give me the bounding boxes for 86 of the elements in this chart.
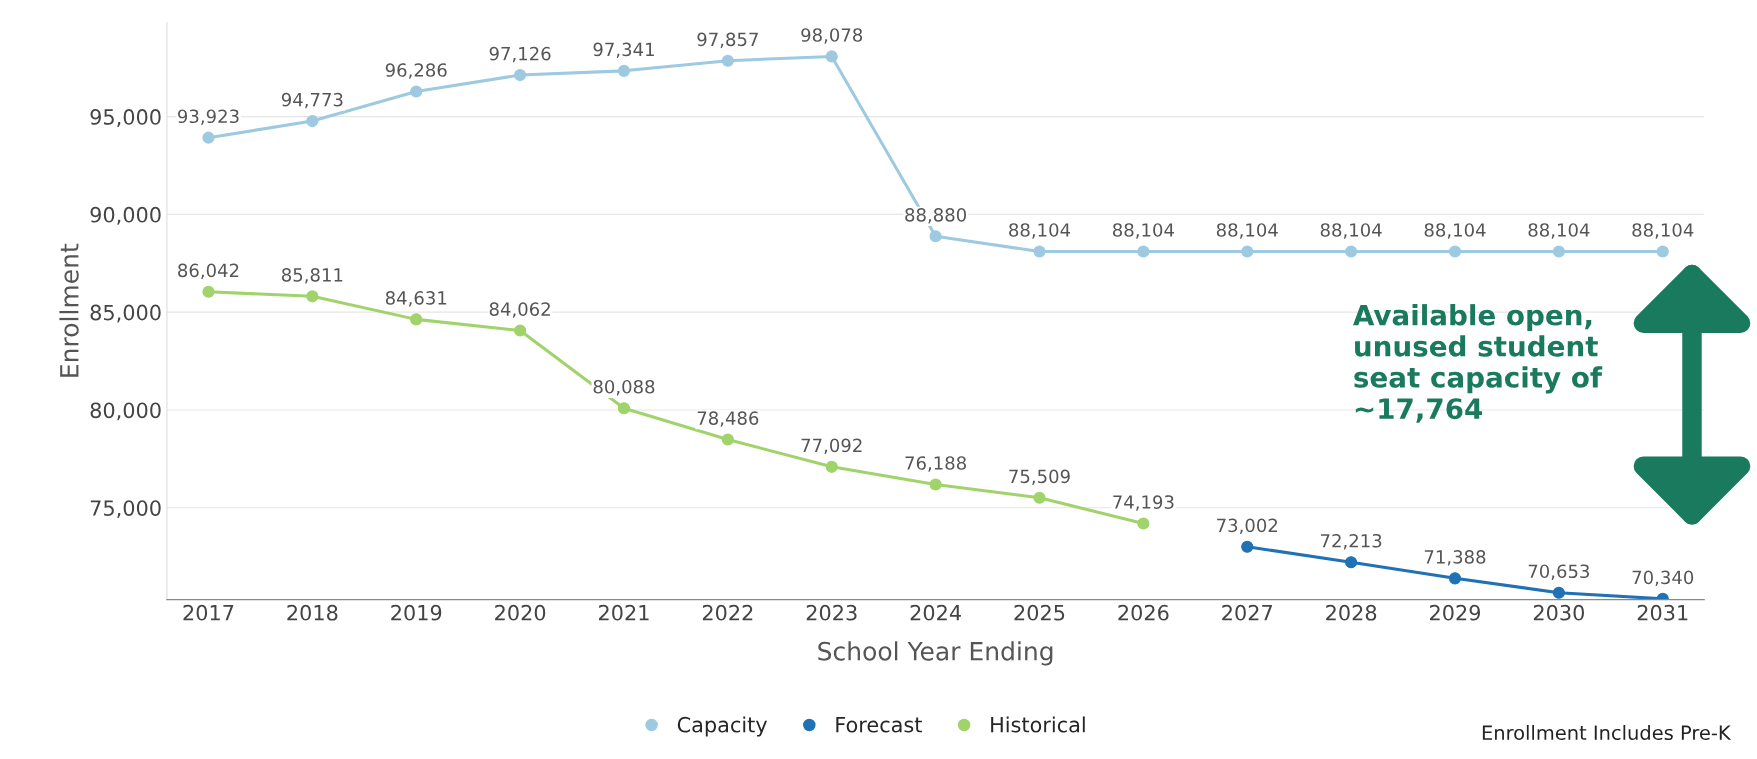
y-tick-label: 80,000 [90, 402, 161, 421]
data-label: 84,062 [489, 302, 550, 318]
point [1241, 245, 1254, 258]
point [825, 460, 838, 473]
legend-label: Historical [991, 716, 1085, 733]
y-tick-label: 95,000 [90, 109, 161, 127]
point [1552, 245, 1565, 258]
data-label: 93,923 [178, 109, 239, 125]
x-tick-label: 2027 [1222, 604, 1272, 621]
data-label: 88,104 [1112, 223, 1174, 239]
data-label: 70,653 [1528, 564, 1589, 580]
data-label: 97,126 [489, 46, 551, 63]
legend-label: Forecast [836, 717, 922, 733]
data-label: 85,811 [281, 268, 343, 284]
point [306, 114, 319, 128]
x-tick-label: 2022 [702, 604, 753, 621]
data-label: 73,002 [1217, 518, 1278, 535]
x-tick-label: 2029 [1430, 604, 1481, 621]
data-label: 88,880 [905, 208, 966, 224]
data-label: 88,104 [1424, 223, 1486, 239]
x-tick-label: 2017 [183, 604, 234, 621]
x-tick-label: 2019 [391, 604, 442, 621]
data-label: 88,104 [1320, 223, 1382, 239]
data-label: 94,773 [281, 92, 343, 109]
point [202, 285, 215, 298]
x-tick-label: 2030 [1533, 604, 1584, 621]
data-label: 88,104 [1009, 223, 1071, 239]
point [1137, 245, 1150, 258]
data-label: 74,193 [1113, 495, 1174, 511]
point [410, 85, 423, 98]
point [617, 64, 631, 77]
point [514, 68, 527, 82]
x-tick-label: 2028 [1326, 604, 1377, 621]
x-tick-label: 2020 [495, 604, 546, 621]
point [1033, 245, 1046, 258]
point [1137, 517, 1150, 530]
point [721, 54, 734, 67]
x-axis-title: School Year Ending [818, 641, 1053, 666]
point [1448, 572, 1462, 585]
point [1656, 245, 1669, 258]
data-label: 77,092 [801, 438, 862, 455]
point [202, 131, 215, 144]
x-tick-label: 2023 [806, 604, 857, 621]
data-label: 98,078 [801, 28, 863, 44]
point [1552, 586, 1565, 599]
point [410, 313, 423, 326]
point [1448, 245, 1462, 258]
data-label: 75,509 [1009, 469, 1070, 485]
data-label: 70,340 [1632, 570, 1694, 587]
data-label: 71,388 [1424, 550, 1486, 566]
text: Enrollment Includes Pre-K [1482, 725, 1732, 741]
data-label: 78,486 [697, 411, 759, 427]
x-tick-label: 2025 [1014, 604, 1065, 621]
point [617, 402, 631, 415]
data-label: 97,341 [593, 42, 654, 59]
data-label: 97,857 [697, 32, 758, 48]
x-tick-label: 2026 [1118, 604, 1169, 621]
data-label: 86,042 [178, 263, 239, 280]
point [929, 230, 942, 243]
data-label: 72,213 [1321, 533, 1382, 550]
legend-label: Capacity [677, 716, 768, 737]
point [1345, 556, 1358, 569]
point [306, 290, 319, 303]
y-axis-title: Enrollment [59, 243, 79, 377]
point [1241, 540, 1254, 553]
x-tick-label: 2024 [910, 604, 961, 621]
data-label: 88,104 [1216, 223, 1278, 239]
point [721, 433, 734, 446]
point [514, 324, 527, 337]
data-label: 84,631 [385, 291, 447, 307]
annotation: Available open, unused student seat capacity of ~17,764 [1353, 304, 1603, 423]
data-label: 76,188 [905, 456, 966, 472]
point [825, 50, 838, 63]
data-label: 88,104 [1632, 223, 1694, 239]
data-label: 80,088 [593, 379, 655, 396]
y-tick-label: 90,000 [90, 206, 161, 225]
point [1345, 245, 1358, 258]
y-tick-label: 75,000 [90, 500, 161, 519]
y-tick-label: 85,000 [90, 304, 161, 323]
x-tick-label: 2018 [287, 604, 338, 621]
x-tick-label: 2031 [1637, 604, 1688, 621]
point [929, 478, 942, 491]
x-tick-label: 2021 [598, 604, 649, 621]
data-label: 88,104 [1528, 223, 1590, 239]
data-label: 96,286 [385, 63, 447, 79]
point [1033, 491, 1046, 504]
